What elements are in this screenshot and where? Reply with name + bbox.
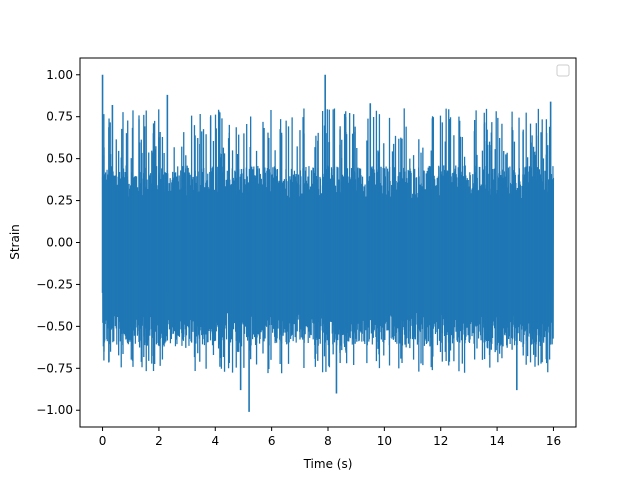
y-tick-label: 0.00 <box>46 236 73 250</box>
x-tick-label: 4 <box>211 434 219 448</box>
x-tick-label: 0 <box>99 434 107 448</box>
x-tick-label: 8 <box>324 434 332 448</box>
y-tick-label: 0.25 <box>46 194 73 208</box>
x-tick-label: 2 <box>155 434 163 448</box>
x-tick-label: 14 <box>489 434 504 448</box>
y-tick-label: 0.75 <box>46 110 73 124</box>
y-axis-title: Strain <box>8 224 22 260</box>
y-tick-label: 0.50 <box>46 152 73 166</box>
x-axis: 0 2 4 6 8 10 12 14 16 <box>99 427 561 448</box>
x-tick-label: 6 <box>268 434 276 448</box>
y-tick-label: −0.25 <box>36 277 73 291</box>
x-tick-label: 12 <box>433 434 448 448</box>
y-tick-label: 1.00 <box>46 68 73 82</box>
x-tick-label: 16 <box>546 434 561 448</box>
y-axis: 1.00 0.75 0.50 0.25 0.00 −0.25 −0.50 −0.75 −1.00 <box>36 68 80 417</box>
y-tick-label: −0.75 <box>36 361 73 375</box>
y-tick-label: −0.50 <box>36 319 73 333</box>
y-tick-label: −1.00 <box>36 403 73 417</box>
legend-box <box>556 64 570 77</box>
strain-series-line <box>101 165 555 347</box>
x-tick-label: 10 <box>377 434 392 448</box>
x-axis-title: Time (s) <box>303 457 353 471</box>
plot-area <box>101 74 555 412</box>
